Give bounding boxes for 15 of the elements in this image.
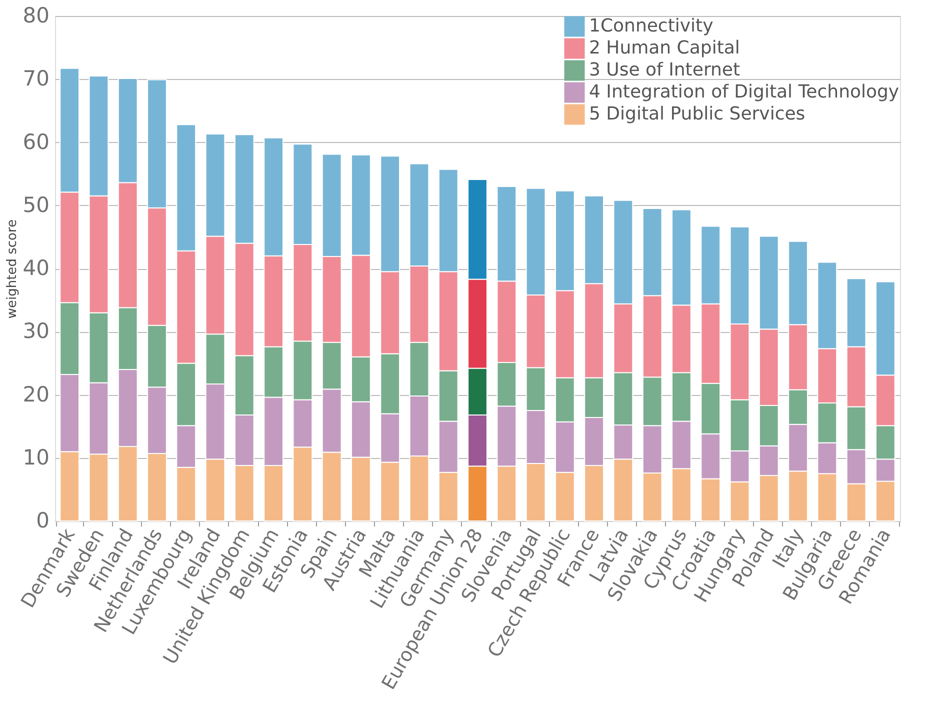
y-tick-label: 40	[22, 256, 50, 280]
legend-label: 5 Digital Public Services	[589, 104, 806, 124]
legend-label: 3 Use of Internet	[589, 60, 740, 80]
y-axis-title: weighted score	[4, 219, 20, 319]
y-tick-label: 0	[36, 508, 50, 532]
y-tick-label: 70	[22, 66, 50, 91]
y-tick-label: 60	[22, 130, 50, 154]
y-tick-label: 80	[22, 4, 50, 28]
legend-label: 4 Integration of Digital Technology	[589, 82, 900, 102]
y-tick-label: 50	[22, 192, 50, 217]
y-tick-label: 30	[22, 319, 50, 344]
legend-label: 1Connectivity	[589, 16, 714, 36]
legend-label: 2 Human Capital	[589, 38, 740, 58]
y-tick-label: 10	[22, 445, 50, 470]
y-tick-label: 20	[22, 382, 50, 406]
